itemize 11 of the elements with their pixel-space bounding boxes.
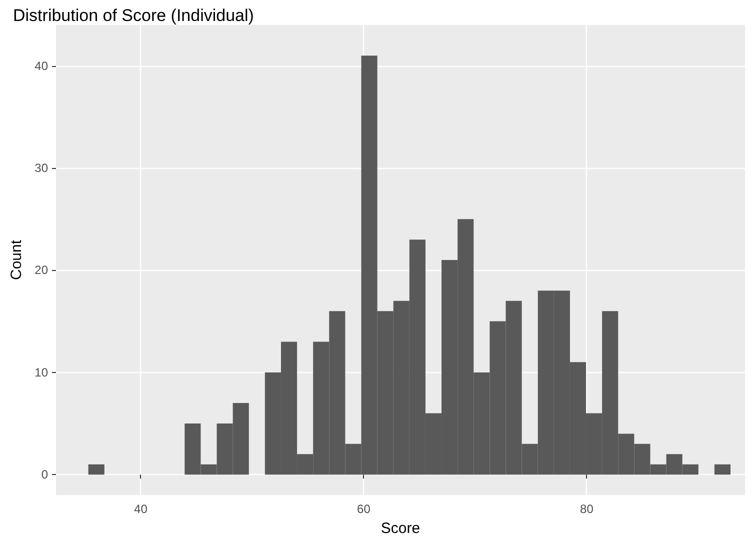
- y-tick-label: 10: [34, 365, 48, 380]
- y-tick-label: 40: [34, 58, 48, 73]
- y-tick-label: 30: [34, 161, 48, 176]
- x-axis-title: Score: [380, 520, 420, 537]
- y-axis-title: Count: [8, 239, 25, 280]
- chart-title: Distribution of Score (Individual): [13, 6, 254, 25]
- y-tick-label: 0: [41, 468, 48, 482]
- y-tick-label: 20: [34, 263, 48, 278]
- x-tick-label: 40: [134, 502, 148, 516]
- x-tick-label: 60: [357, 502, 371, 516]
- x-tick-label: 80: [580, 502, 594, 516]
